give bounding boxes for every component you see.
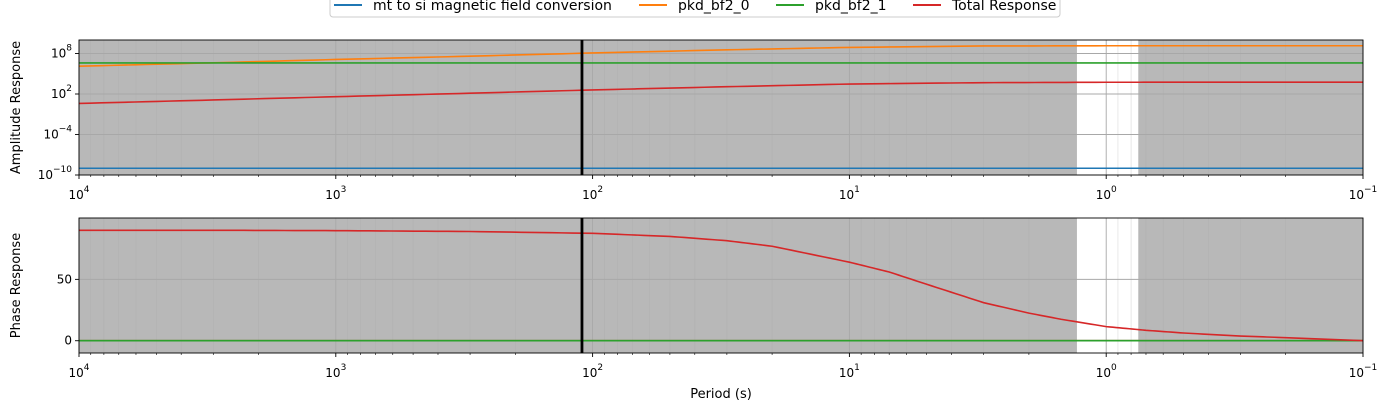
x-tick-label: 100 <box>1096 185 1117 202</box>
x-tick-label: 104 <box>68 363 89 380</box>
legend-frame <box>329 0 1061 18</box>
phase-panel: 104 103 102 101 100 10−1 0 50 Phase Response Peri… <box>9 217 1378 402</box>
shaded-region <box>1138 40 1363 175</box>
series-group <box>79 44 1363 170</box>
legend-label: Total Response <box>951 0 1056 14</box>
x-tick-label: 102 <box>582 185 603 202</box>
y-axis-label: Phase Response <box>9 233 24 338</box>
legend-label: pkd_bf2_0 <box>678 0 750 14</box>
y-tick-label: 102 <box>51 84 72 101</box>
shaded-region <box>1138 218 1363 353</box>
x-axis-label: Period (s) <box>690 387 752 402</box>
plot-frame <box>78 39 1364 176</box>
legend: mt to si magnetic field conversion pkd_b… <box>329 0 1061 18</box>
x-tick-label: 104 <box>68 185 89 202</box>
amplitude-panel: 104 103 102 101 100 10−1 108 102 10−4 10−10 Amplit… <box>9 39 1378 202</box>
series-line <box>79 44 1363 68</box>
x-tick-label: 101 <box>839 363 860 380</box>
y-axis-label: Amplitude Response <box>9 41 24 174</box>
y-tick-label: 108 <box>51 44 72 61</box>
y-tick-label: 10−10 <box>38 165 73 182</box>
x-tick-label: 10−1 <box>1349 363 1378 380</box>
series-group <box>79 229 1363 342</box>
x-tick-label: 102 <box>582 363 603 380</box>
shaded-region <box>79 218 1077 353</box>
x-tick-label: 10−1 <box>1349 185 1378 202</box>
y-tick-label: 10−4 <box>43 125 72 142</box>
legend-label: mt to si magnetic field conversion <box>373 0 612 14</box>
x-tick-label: 103 <box>325 363 346 380</box>
y-tick-label: 50 <box>57 272 72 286</box>
x-tick-label: 103 <box>325 185 346 202</box>
legend-label: pkd_bf2_1 <box>815 0 887 14</box>
shaded-region <box>79 40 1077 175</box>
plot-frame <box>78 217 1364 354</box>
x-tick-label: 101 <box>839 185 860 202</box>
series-line <box>79 229 1363 342</box>
y-tick-label: 0 <box>64 334 72 348</box>
x-tick-label: 100 <box>1096 363 1117 380</box>
series-line <box>79 81 1363 105</box>
